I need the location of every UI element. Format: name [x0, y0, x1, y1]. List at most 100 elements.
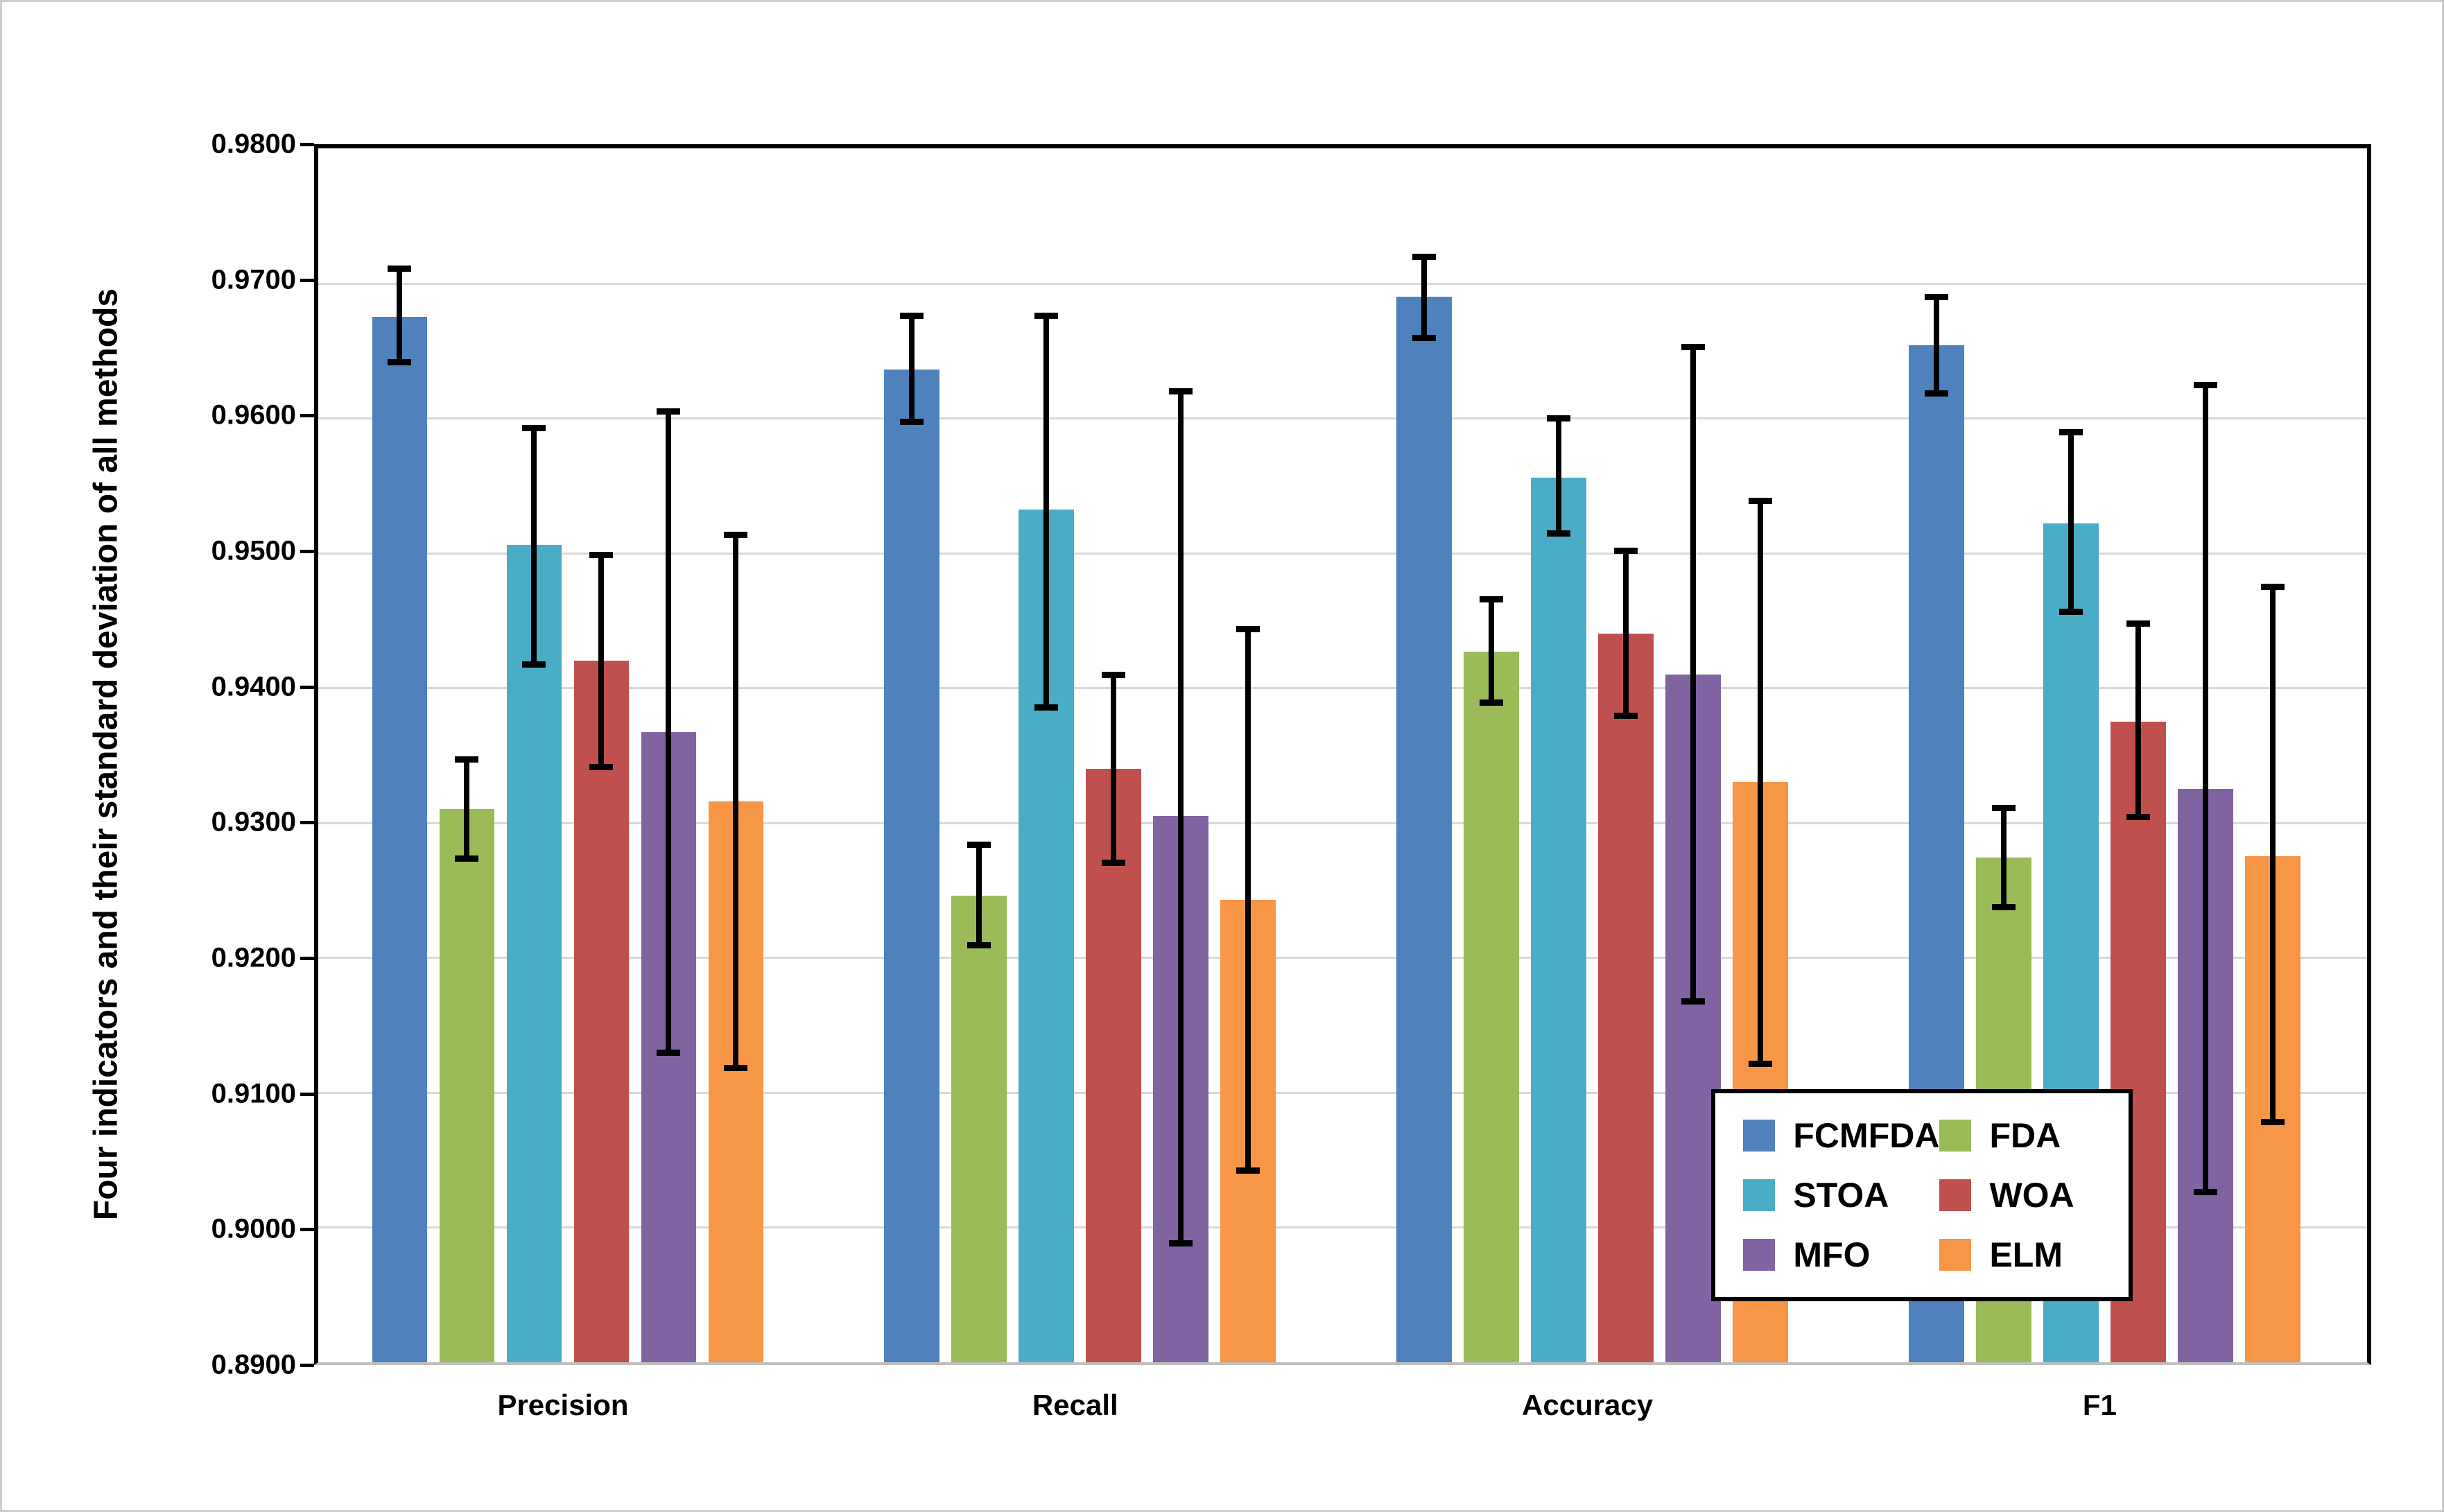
- y-tick-label: 0.9000: [211, 1213, 296, 1244]
- legend-item-STOA: STOA: [1743, 1178, 1939, 1213]
- error-bar-line: [397, 266, 403, 366]
- legend-swatch-WOA: [1939, 1179, 1972, 1212]
- bar-slot-ELM-Recall: [1220, 148, 1276, 1362]
- error-bar-cap-bottom: [1924, 390, 1948, 397]
- legend-item-MFO: MFO: [1743, 1237, 1939, 1272]
- error-bar-cap-top: [900, 313, 924, 320]
- y-tick-mark: [300, 143, 314, 146]
- legend-label-STOA: STOA: [1793, 1176, 1889, 1215]
- gridline: [318, 552, 2367, 555]
- error-bar-STOA-F1: [2043, 428, 2099, 616]
- legend-swatch-FDA: [1939, 1120, 1972, 1152]
- error-bar-cap-bottom: [657, 1050, 681, 1057]
- error-bar-cap-top: [1479, 596, 1503, 602]
- bar-slot-MFO-Recall: [1153, 148, 1208, 1362]
- x-category-label-accuracy: Accuracy: [1522, 1389, 1654, 1421]
- error-bar-cap-top: [2126, 620, 2150, 627]
- y-tick-label: 0.9100: [211, 1078, 296, 1109]
- error-bar-cap-bottom: [589, 763, 614, 770]
- y-axis-title: Four indicators and their standard devia…: [87, 288, 125, 1221]
- error-bar-cap-bottom: [1991, 904, 2016, 911]
- gridline: [318, 417, 2367, 420]
- error-bar-cap-top: [657, 408, 681, 415]
- error-bar-line: [531, 424, 537, 668]
- bar-STOA-Accuracy: [1531, 477, 1586, 1362]
- y-tick-label: 0.9700: [211, 264, 296, 295]
- error-bar-cap-bottom: [1681, 998, 1705, 1005]
- error-bar-MFO-Precision: [641, 408, 697, 1057]
- error-bar-line: [1488, 596, 1494, 706]
- error-bar-FDA-Recall: [951, 842, 1007, 948]
- bar-slot-FDA-Accuracy: [1464, 148, 1519, 1362]
- error-bar-cap-bottom: [1034, 704, 1059, 711]
- legend-item-WOA: WOA: [1939, 1178, 2100, 1213]
- error-bar-cap-bottom: [1748, 1060, 1772, 1067]
- error-bar-cap-bottom: [900, 418, 924, 425]
- error-bar-cap-bottom: [967, 941, 991, 948]
- error-bar-line: [598, 551, 605, 770]
- error-bar-line: [2068, 428, 2074, 616]
- error-bar-line: [1421, 253, 1427, 342]
- error-bar-line: [1622, 547, 1629, 719]
- gridline: [318, 957, 2367, 959]
- error-bar-FCMFDA-Recall: [884, 313, 939, 425]
- error-bar-cap-top: [522, 424, 546, 431]
- error-bar-MFO-Recall: [1153, 388, 1208, 1246]
- error-bar-STOA-Recall: [1019, 313, 1074, 711]
- bar-group-recall: [831, 148, 1343, 1362]
- error-bar-STOA-Precision: [507, 424, 562, 668]
- x-category-label-f1: F1: [2082, 1389, 2117, 1421]
- error-bar-ELM-Precision: [709, 531, 764, 1071]
- error-bar-line: [2000, 805, 2007, 911]
- legend-swatch-STOA: [1743, 1179, 1776, 1212]
- error-bar-FCMFDA-Accuracy: [1396, 253, 1452, 342]
- gridline: [318, 687, 2367, 690]
- error-bar-line: [1043, 313, 1050, 711]
- error-bar-cap-top: [1102, 671, 1126, 678]
- error-bar-WOA-Precision: [574, 551, 630, 770]
- bar-slot-STOA-Recall: [1019, 148, 1075, 1362]
- error-bar-line: [2202, 381, 2208, 1195]
- y-tick-label: 0.9400: [211, 671, 296, 702]
- y-tick-mark: [300, 278, 314, 282]
- bar-slot-ELM-Precision: [708, 148, 764, 1362]
- error-bar-cap-bottom: [1102, 860, 1126, 867]
- gridline: [318, 282, 2367, 285]
- legend-label-FCMFDA: FCMFDA: [1793, 1116, 1940, 1156]
- error-bar-cap-top: [1681, 344, 1705, 351]
- y-tick-mark: [300, 685, 314, 689]
- error-bar-WOA-F1: [2111, 620, 2166, 820]
- error-bar-line: [666, 408, 672, 1057]
- error-bar-WOA-Accuracy: [1598, 547, 1654, 719]
- error-bar-line: [2135, 620, 2141, 820]
- bar-slot-STOA-Accuracy: [1531, 148, 1586, 1362]
- error-bar-cap-bottom: [2126, 813, 2150, 820]
- error-bar-STOA-Accuracy: [1531, 415, 1586, 537]
- legend-label-FDA: FDA: [1989, 1116, 2061, 1156]
- bar-slot-ELM-F1: [2244, 148, 2300, 1362]
- error-bar-cap-top: [1034, 313, 1059, 320]
- error-bar-cap-bottom: [455, 855, 479, 862]
- error-bar-MFO-Accuracy: [1665, 344, 1721, 1005]
- bar-slot-FCMFDA-Precision: [372, 148, 428, 1362]
- error-bar-cap-top: [388, 266, 412, 272]
- bar-FDA-Recall: [951, 895, 1007, 1362]
- plot-area: FCMFDA FDA STOA WOA MFO ELM: [314, 144, 2371, 1365]
- error-bar-ELM-Accuracy: [1733, 497, 1788, 1067]
- y-tick-label: 0.9600: [211, 399, 296, 431]
- error-bar-line: [909, 313, 915, 425]
- error-bar-cap-top: [2260, 584, 2285, 591]
- x-category-label-precision: Precision: [497, 1389, 629, 1421]
- bar-slot-WOA-Accuracy: [1598, 148, 1654, 1362]
- error-bar-WOA-Recall: [1086, 671, 1141, 867]
- bar-slot-FCMFDA-Accuracy: [1396, 148, 1452, 1362]
- error-bar-FCMFDA-F1: [1909, 294, 1964, 397]
- bar-WOA-Recall: [1086, 768, 1141, 1362]
- y-tick-mark: [300, 1092, 314, 1096]
- error-bar-cap-bottom: [388, 359, 412, 366]
- bar-WOA-Accuracy: [1598, 634, 1654, 1362]
- error-bar-cap-bottom: [2260, 1118, 2285, 1125]
- bar-FCMFDA-Precision: [372, 317, 428, 1362]
- error-bar-line: [1690, 344, 1696, 1005]
- error-bar-cap-top: [1991, 805, 2016, 812]
